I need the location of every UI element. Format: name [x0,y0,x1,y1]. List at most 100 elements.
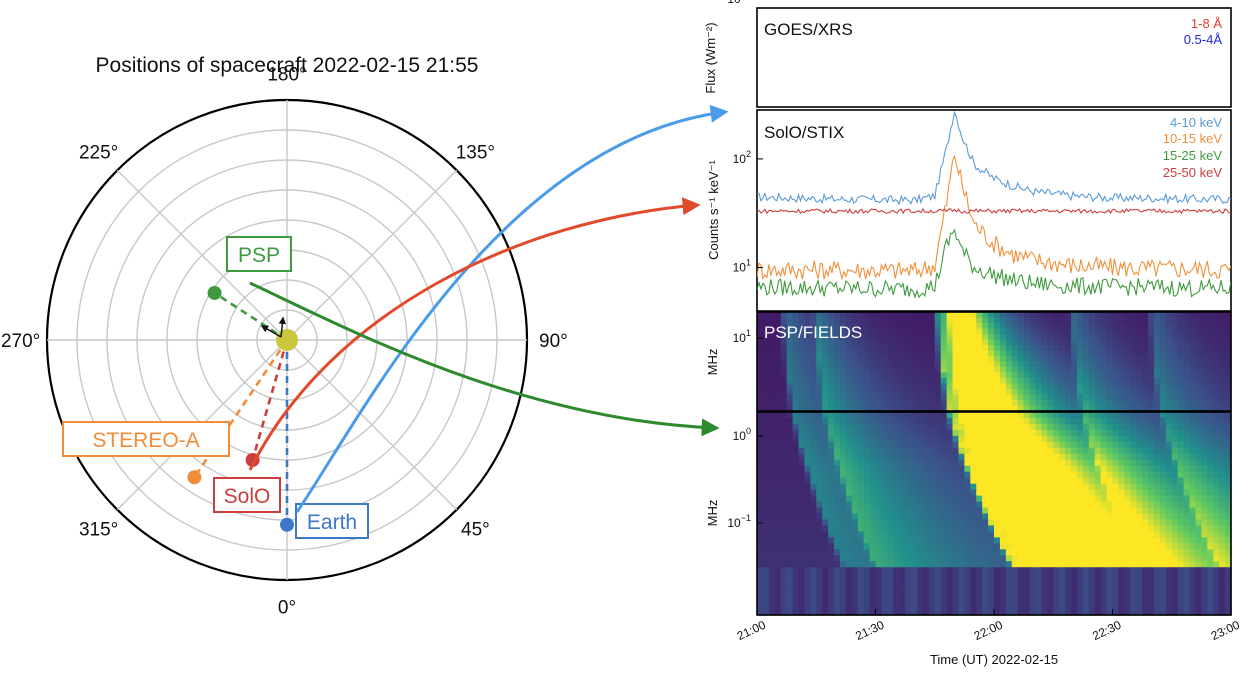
fields-cell-low [911,513,918,521]
fields-cell-low [1053,423,1060,431]
fields-cell-high [774,394,782,401]
fields-cell-low [839,573,847,580]
fields-cell-low [988,549,995,556]
fields-cell-low [786,423,794,431]
fields-cell-low [982,609,989,616]
fields-cell-high [857,345,865,352]
fields-cell-low [1189,579,1197,586]
fields-cell-high [970,378,977,385]
fields-cell-high [934,339,942,346]
fields-cell-high [1076,345,1084,352]
fields-cell-low [798,603,805,610]
fields-cell-low [946,465,954,473]
fields-cell-low [994,471,1001,479]
fields-cell-high [1189,383,1197,390]
fields-cell-low [816,543,823,550]
fields-cell-low [1011,429,1019,437]
fields-cell-low [1076,495,1084,503]
fields-cell-low [1219,483,1226,491]
fields-cell-high [1213,394,1220,401]
fields-cell-high [911,334,918,341]
fields-cell-high [1106,389,1114,396]
fields-cell-low [1130,471,1137,479]
fields-cell-low [810,549,817,556]
fields-cell-low [1153,603,1161,610]
fields-cell-high [1071,339,1078,346]
fields-cell-high [1017,367,1025,374]
fields-cell-low [828,423,835,431]
fields-cell-low [940,603,948,610]
fields-cell-low [970,603,977,610]
fields-cell-low [952,489,960,497]
fields-cell-high [1183,356,1191,363]
fields-cell-high [1213,317,1220,324]
fields-cell-low [988,471,995,479]
fields-cell-high [1130,312,1137,319]
fields-cell-low [1088,435,1096,443]
fields-cell-low [1094,579,1102,586]
fields-cell-high [887,361,894,368]
fields-cell-low [1130,477,1137,485]
fields-cell-low [988,591,995,598]
fields-cell-low [1136,537,1143,544]
fields-cell-low [1017,501,1025,509]
fields-cell-low [1183,447,1191,455]
fields-cell-low [970,549,977,556]
fields-cell-low [834,477,841,485]
fields-cell-low [1189,441,1197,449]
fields-cell-high [816,356,823,363]
fields-cell-low [1183,591,1191,598]
fields-cell-high [1082,334,1090,341]
fields-cell-high [1094,317,1102,324]
fields-cell-low [786,447,794,455]
fields-cell-high [810,345,817,352]
fields-cell-low [1112,567,1120,574]
fields-cell-low [1177,531,1185,538]
fields-cell-low [887,465,894,473]
fields-cell-low [1094,609,1102,616]
fields-cell-high [845,378,853,385]
fields-cell-low [1029,525,1037,533]
fields-cell-high [857,312,865,319]
fields-cell-low [839,412,847,419]
fields-cell-high [786,394,794,401]
fields-cell-low [1201,525,1208,533]
fields-cell-high [1142,367,1149,374]
fields-cell-high [1005,350,1013,357]
fields-cell-low [1148,447,1155,455]
fields-cell-high [810,400,817,407]
fields-cell-low [1053,579,1060,586]
fields-cell-low [1071,483,1078,491]
fields-cell-low [994,501,1001,509]
fields-cell-low [1076,543,1084,550]
fields-cell-low [1011,465,1019,473]
fields-cell-low [1035,609,1042,616]
fields-cell-low [810,555,817,562]
fields-cell-high [964,378,971,385]
fields-cell-high [810,328,817,335]
fields-cell-low [1130,483,1137,491]
fields-cell-high [994,328,1001,335]
fields-cell-low [762,447,770,455]
fields-cell-high [834,361,841,368]
fields-cell-low [1094,507,1102,515]
fields-cell-high [881,328,888,335]
fields-cell-high [1047,389,1054,396]
fields-cell-low [1059,513,1066,521]
fields-cell-low [911,489,918,497]
fields-cell-high [1148,378,1155,385]
fields-cell-high [1183,328,1191,335]
fields-cell-high [839,367,847,374]
fields-cell-low [839,477,847,485]
fields-cell-high [834,394,841,401]
fields-cell-high [1005,383,1013,390]
fields-cell-high [988,400,995,407]
fields-cell-low [887,417,894,425]
fields-cell-low [1065,429,1072,437]
fields-cell-low [1065,573,1072,580]
fields-cell-low [881,435,888,443]
fields-cell-high [1225,378,1232,385]
fields-cell-high [1177,378,1185,385]
fields-cell-high [1071,367,1078,374]
fields-cell-low [1118,573,1125,580]
